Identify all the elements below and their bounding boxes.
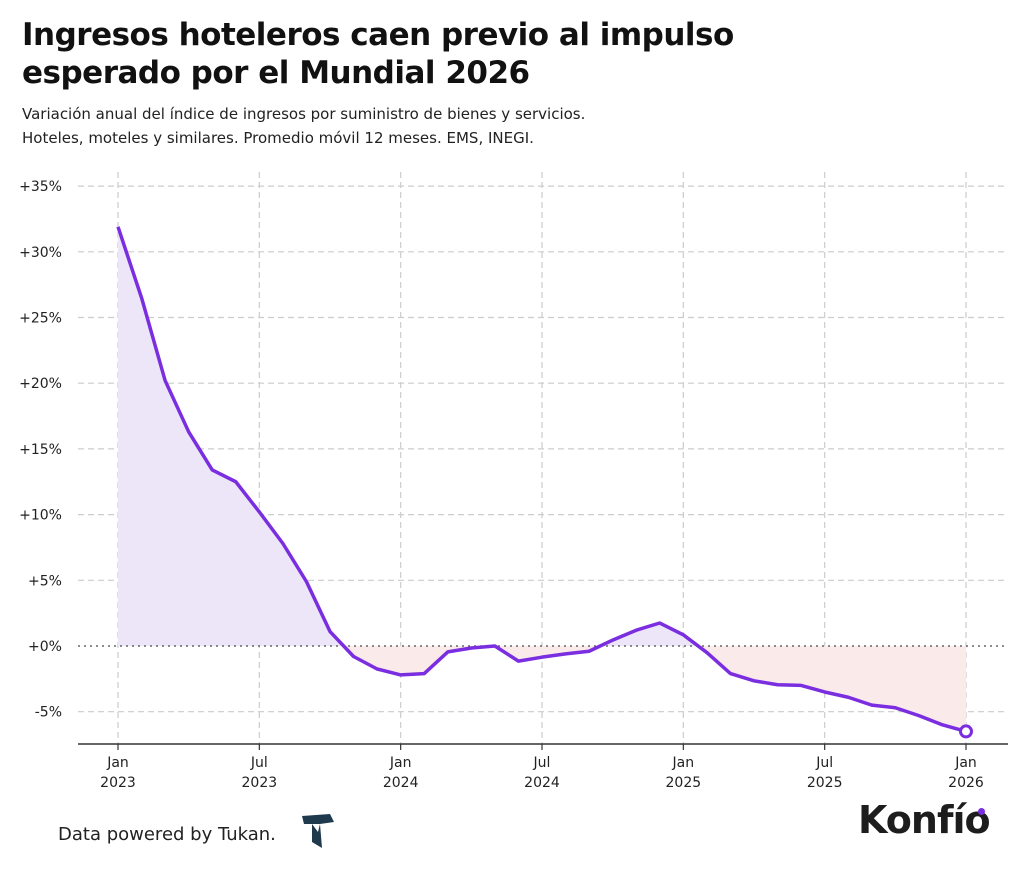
x-tick-label-month: Jul bbox=[533, 755, 551, 771]
subtitle-line-2: Hoteles, moteles y similares. Promedio m… bbox=[22, 129, 534, 147]
title-line-2: esperado por el Mundial 2026 bbox=[22, 55, 530, 91]
chart-subtitle: Variación anual del índice de ingresos p… bbox=[22, 102, 585, 150]
y-tick-label: +15% bbox=[19, 442, 62, 458]
x-tick-label-year: 2026 bbox=[948, 775, 984, 791]
y-tick-label: +0% bbox=[28, 639, 62, 655]
x-tick-label-year: 2024 bbox=[524, 775, 560, 791]
positive-area-fill bbox=[118, 226, 966, 646]
x-tick-label-month: Jul bbox=[250, 755, 268, 771]
y-tick-label: +10% bbox=[19, 508, 62, 524]
y-tick-label: +30% bbox=[19, 245, 62, 261]
y-tick-label: +20% bbox=[19, 376, 62, 392]
y-tick-label: +35% bbox=[19, 179, 62, 195]
x-tick-label-year: 2025 bbox=[666, 775, 702, 791]
x-tick-label-year: 2023 bbox=[242, 775, 278, 791]
brand-name: Konfío bbox=[858, 798, 991, 842]
y-tick-label: +5% bbox=[28, 573, 62, 589]
negative-area-fill bbox=[118, 646, 966, 732]
title-line-1: Ingresos hoteleros caen previo al impuls… bbox=[22, 17, 734, 53]
tukan-logo-icon bbox=[302, 814, 334, 848]
x-tick-label-month: Jan bbox=[954, 755, 977, 771]
konfio-logo: Konfío bbox=[858, 798, 991, 842]
x-tick-label-year: 2024 bbox=[383, 775, 419, 791]
konfio-logo-dot-icon bbox=[978, 808, 985, 815]
last-point-marker bbox=[959, 724, 973, 739]
y-tick-label: +25% bbox=[19, 311, 62, 327]
x-tick-label-year: 2023 bbox=[100, 775, 136, 791]
chart-title: Ingresos hoteleros caen previo al impuls… bbox=[22, 16, 734, 92]
x-tick-label-month: Jan bbox=[389, 755, 412, 771]
x-tick-label-month: Jan bbox=[106, 755, 129, 771]
x-tick-label-month: Jan bbox=[672, 755, 695, 771]
x-tick-label-year: 2025 bbox=[807, 775, 843, 791]
footer-credit: Data powered by Tukan. bbox=[58, 824, 276, 845]
y-tick-label: -5% bbox=[35, 705, 62, 721]
subtitle-line-1: Variación anual del índice de ingresos p… bbox=[22, 105, 586, 123]
x-tick-label-month: Jul bbox=[815, 755, 833, 771]
